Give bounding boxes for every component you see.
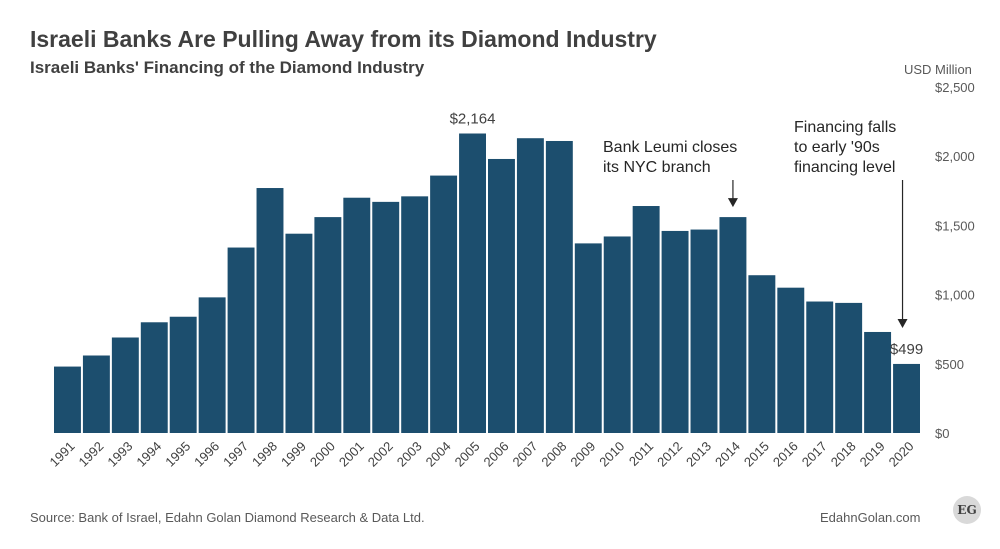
annotation-text-2014: its NYC branch — [603, 159, 711, 176]
y-tick-label: $0 — [935, 426, 949, 441]
bar-2016 — [777, 287, 805, 433]
x-tick-label: 2002 — [365, 439, 396, 470]
x-tick-label: 2009 — [567, 439, 598, 470]
bar-2007 — [516, 138, 544, 433]
bar-1996 — [198, 297, 226, 433]
annotation-arrow-head — [727, 198, 738, 208]
bar-2002 — [372, 201, 400, 433]
x-tick-label: 2004 — [423, 439, 454, 470]
y-tick-label: $2,000 — [935, 149, 975, 164]
x-tick-label: 1996 — [191, 439, 222, 470]
x-tick-label: 2007 — [509, 439, 540, 470]
x-tick-label: 2011 — [626, 439, 656, 469]
bar-1997 — [227, 247, 255, 433]
x-tick-label: 2000 — [307, 439, 338, 470]
y-tick-label: $1,000 — [935, 288, 975, 303]
x-tick-label: 1998 — [249, 439, 280, 470]
bar-2005 — [459, 133, 486, 433]
data-label-2020: $499 — [890, 341, 923, 358]
bar-2000 — [314, 217, 342, 433]
bar-2015 — [748, 275, 776, 433]
x-tick-label: 2013 — [683, 439, 714, 470]
x-tick-label: 2012 — [654, 439, 685, 470]
bar-2008 — [545, 140, 573, 434]
bar-2004 — [430, 175, 458, 433]
x-tick-label: 2020 — [886, 439, 917, 470]
source-note: Source: Bank of Israel, Edahn Golan Diam… — [30, 510, 425, 525]
y-tick-label: $2,500 — [935, 80, 975, 95]
eg-logo: EG — [953, 496, 981, 524]
chart-title: Israeli Banks Are Pulling Away from its … — [30, 26, 657, 52]
bar-2006 — [488, 158, 515, 433]
annotation-arrow-head — [897, 318, 908, 328]
bar-2013 — [690, 229, 718, 433]
x-tick-label: 2019 — [857, 439, 888, 470]
annotation-text-2020: to early '90s — [794, 139, 880, 156]
bar-1998 — [256, 188, 284, 433]
x-tick-label: 1995 — [162, 439, 193, 470]
bar-1993 — [111, 337, 139, 433]
bar-2018 — [835, 302, 863, 433]
x-tick-label: 2005 — [452, 439, 483, 470]
bar-1991 — [54, 366, 81, 433]
x-tick-label: 2010 — [596, 439, 627, 470]
x-tick-label: 1993 — [104, 439, 135, 470]
bar-2010 — [603, 236, 631, 433]
bar-2011 — [632, 206, 660, 433]
x-tick-label: 2008 — [538, 439, 569, 470]
bar-2014 — [719, 217, 747, 433]
website-link[interactable]: EdahnGolan.com — [820, 510, 921, 525]
data-labels: $2,164 $499 — [450, 111, 924, 358]
x-tick-label: 2014 — [712, 439, 743, 470]
bar-2017 — [806, 301, 834, 433]
annotations: Bank Leumi closes its NYC branch Financing… — [603, 119, 908, 328]
bar-1994 — [140, 322, 168, 433]
y-tick-label: $500 — [935, 357, 964, 372]
bar-2003 — [401, 196, 429, 433]
bar-2020 — [893, 363, 920, 433]
x-tick-label: 1999 — [278, 439, 309, 470]
bar-1995 — [169, 316, 197, 433]
bar-2009 — [574, 243, 602, 433]
chart-subtitle: Israeli Banks' Financing of the Diamond … — [30, 58, 425, 77]
x-tick-label: 2006 — [481, 439, 512, 470]
x-tick-label: 2015 — [741, 439, 772, 470]
x-tick-label: 2017 — [799, 439, 830, 470]
bar-2019 — [864, 331, 892, 433]
x-axis-ticks: 1991199219931994199519961997199819992000… — [47, 439, 917, 470]
data-label-2005: $2,164 — [450, 111, 496, 128]
annotation-text-2014: Bank Leumi closes — [603, 139, 737, 156]
bar-2001 — [343, 197, 371, 433]
x-tick-label: 1997 — [220, 439, 251, 470]
annotation-text-2020: financing level — [794, 159, 895, 176]
y-tick-label: $1,500 — [935, 218, 975, 233]
annotation-text-2020: Financing falls — [794, 119, 896, 136]
y-axis-ticks: $0 $500 $1,000 $1,500 $2,000 $2,500 — [935, 80, 975, 441]
y-axis-unit-label: USD Million — [904, 62, 972, 77]
x-tick-label: 2018 — [828, 439, 859, 470]
x-tick-label: 1992 — [75, 439, 106, 470]
x-tick-label: 2003 — [394, 439, 425, 470]
bar-1992 — [82, 355, 110, 433]
bar-1999 — [285, 233, 313, 433]
x-tick-label: 2016 — [770, 439, 801, 470]
x-tick-label: 1991 — [47, 439, 78, 470]
x-tick-label: 2001 — [336, 439, 367, 470]
x-tick-label: 1994 — [133, 439, 164, 470]
bar-2012 — [661, 230, 689, 433]
bars-group — [54, 133, 920, 434]
